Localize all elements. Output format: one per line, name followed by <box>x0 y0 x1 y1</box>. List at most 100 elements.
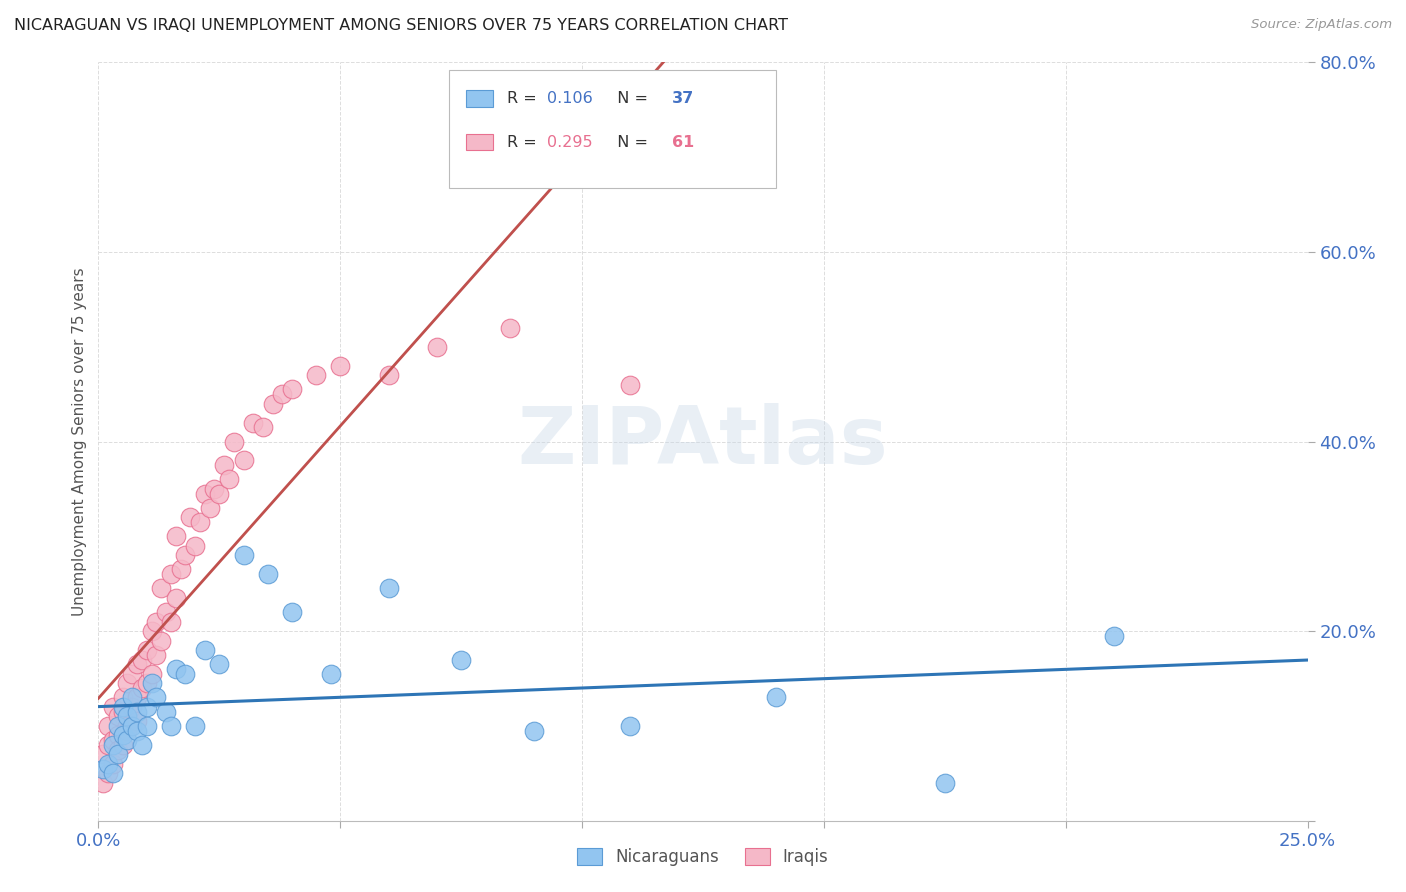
Point <box>194 643 217 657</box>
Text: N =: N = <box>607 135 654 150</box>
Point <box>141 676 163 690</box>
Point <box>179 510 201 524</box>
Text: R =: R = <box>508 135 541 150</box>
Point <box>111 728 134 742</box>
Point <box>184 719 207 733</box>
Point <box>619 377 641 392</box>
Point <box>222 434 245 449</box>
Text: N =: N = <box>607 91 654 106</box>
Point <box>91 747 114 762</box>
Point <box>765 690 787 705</box>
Point <box>97 756 120 771</box>
Point <box>127 657 149 672</box>
Point <box>450 652 472 666</box>
Point <box>329 359 352 373</box>
Point <box>165 662 187 676</box>
Point <box>107 709 129 723</box>
Point <box>160 615 183 629</box>
Point <box>107 742 129 756</box>
Point <box>135 719 157 733</box>
Point <box>281 605 304 619</box>
Point <box>252 420 274 434</box>
Point <box>160 719 183 733</box>
Point <box>155 705 177 719</box>
Point <box>145 690 167 705</box>
Point <box>1102 629 1125 643</box>
Point <box>305 368 328 383</box>
Point <box>107 747 129 762</box>
Point <box>169 562 191 576</box>
Point <box>121 699 143 714</box>
Point <box>281 383 304 397</box>
Text: ZIPAtlas: ZIPAtlas <box>517 402 889 481</box>
Point <box>204 482 226 496</box>
Point <box>97 738 120 752</box>
Point <box>111 690 134 705</box>
Point <box>232 548 254 563</box>
Point <box>135 676 157 690</box>
Point <box>121 719 143 733</box>
Point <box>135 699 157 714</box>
Point <box>101 733 124 747</box>
Point <box>141 666 163 681</box>
Legend: Nicaraguans, Iraqis: Nicaraguans, Iraqis <box>571 841 835 873</box>
Point <box>198 500 221 515</box>
Point <box>91 776 114 790</box>
Point <box>498 320 520 334</box>
Point <box>127 723 149 738</box>
Point <box>117 719 139 733</box>
Bar <box>465 90 492 107</box>
Point <box>117 733 139 747</box>
Point <box>145 615 167 629</box>
Point <box>271 387 294 401</box>
Point <box>107 728 129 742</box>
Point <box>127 714 149 728</box>
FancyBboxPatch shape <box>449 70 776 187</box>
Point <box>188 515 211 529</box>
Text: R =: R = <box>508 91 541 106</box>
Point <box>256 567 278 582</box>
Text: 0.295: 0.295 <box>547 135 593 150</box>
Point <box>127 705 149 719</box>
Point <box>232 453 254 467</box>
Point <box>165 591 187 605</box>
Point <box>117 723 139 738</box>
Point <box>218 473 240 487</box>
Point <box>127 690 149 705</box>
Point <box>131 738 153 752</box>
Point <box>174 666 197 681</box>
Point <box>377 582 399 596</box>
Point <box>242 416 264 430</box>
Text: 0.106: 0.106 <box>547 91 593 106</box>
Point <box>131 652 153 666</box>
Point <box>377 368 399 383</box>
Point <box>262 396 284 410</box>
Point <box>174 548 197 563</box>
Text: 37: 37 <box>672 91 693 106</box>
Point <box>184 539 207 553</box>
Point <box>101 766 124 780</box>
Point <box>194 486 217 500</box>
Point <box>160 567 183 582</box>
Point <box>117 676 139 690</box>
Point <box>145 648 167 662</box>
Point <box>212 458 235 473</box>
Y-axis label: Unemployment Among Seniors over 75 years: Unemployment Among Seniors over 75 years <box>72 268 87 615</box>
Point <box>111 699 134 714</box>
Point <box>165 529 187 543</box>
Point <box>141 624 163 639</box>
Point <box>208 657 231 672</box>
Point <box>208 486 231 500</box>
Point <box>97 766 120 780</box>
Point <box>619 719 641 733</box>
Point <box>135 643 157 657</box>
Point <box>111 705 134 719</box>
Point <box>319 666 342 681</box>
Text: NICARAGUAN VS IRAQI UNEMPLOYMENT AMONG SENIORS OVER 75 YEARS CORRELATION CHART: NICARAGUAN VS IRAQI UNEMPLOYMENT AMONG S… <box>14 18 787 33</box>
Point <box>101 756 124 771</box>
Text: Source: ZipAtlas.com: Source: ZipAtlas.com <box>1251 18 1392 31</box>
Point <box>91 762 114 776</box>
Point <box>131 681 153 695</box>
Text: 61: 61 <box>672 135 693 150</box>
Point <box>117 709 139 723</box>
